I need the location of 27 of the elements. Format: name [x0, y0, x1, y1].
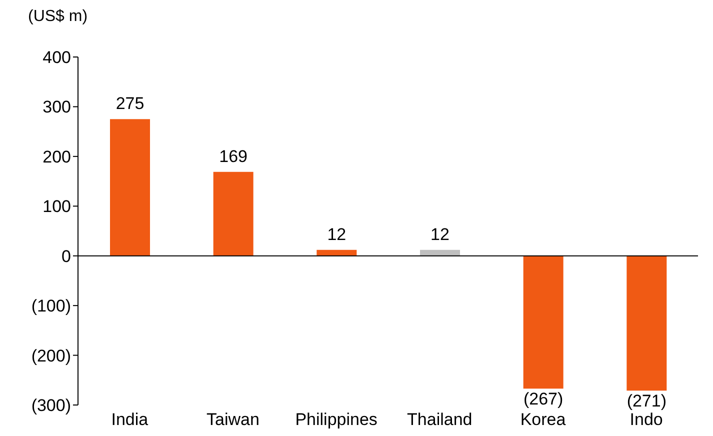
data-label: 275 — [116, 94, 144, 114]
x-tick-label: Indo — [630, 410, 663, 430]
y-tick-label: 300 — [42, 98, 71, 117]
bar — [110, 119, 150, 256]
y-tick-label: 100 — [42, 197, 71, 216]
y-tick-label: 200 — [42, 147, 71, 166]
y-axis-title: (US$ m) — [28, 8, 88, 26]
data-label: (271) — [626, 392, 667, 411]
bar — [213, 172, 254, 256]
x-tick-label: India — [111, 410, 149, 430]
y-tick-label: 0 — [62, 246, 71, 266]
y-tick-label: (200) — [31, 346, 71, 366]
bar — [420, 250, 460, 256]
x-tick-label: Thailand — [407, 410, 472, 430]
bar — [316, 250, 357, 256]
data-label: 12 — [327, 224, 346, 244]
y-tick-label: (100) — [31, 296, 71, 316]
data-label: 169 — [219, 146, 248, 166]
bar — [626, 256, 667, 391]
data-label: (267) — [523, 390, 564, 409]
x-tick-label: Philippines — [295, 410, 378, 430]
data-label: 12 — [430, 224, 450, 244]
y-tick-label: (300) — [31, 396, 71, 416]
bar — [523, 256, 564, 389]
x-tick-label: Taiwan — [206, 410, 260, 430]
x-tick-label: Korea — [520, 410, 566, 430]
y-tick-label: 400 — [42, 48, 71, 68]
